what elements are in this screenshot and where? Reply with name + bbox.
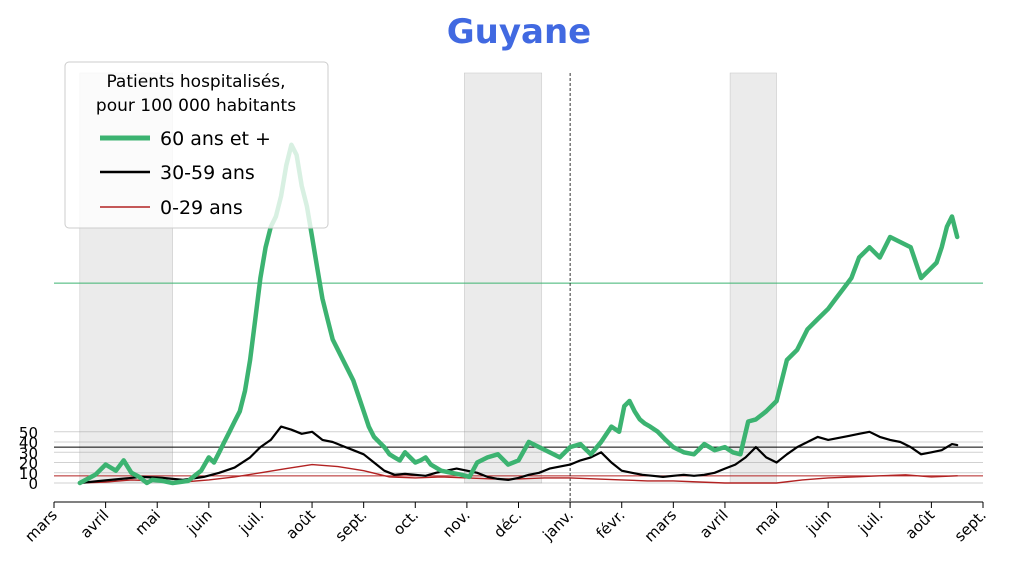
legend-label-60-plus: 60 ans et + [160,128,271,150]
x-tick-label-16: juil. [854,506,886,538]
x-tick-label-18: sept. [951,506,990,545]
x-tick-label-1: avril [77,506,113,542]
y-tick-label-4: 40 [19,434,38,452]
legend-title-line-1: Patients hospitalisés, [106,72,285,92]
series-line-1 [78,425,959,485]
x-tick-label-12: mars [641,506,681,546]
y-tick-label-1: 10 [19,465,38,483]
legend-box [64,61,329,229]
x-tick-label-10: janv. [539,506,577,544]
series-line-0 [77,142,960,486]
x-tick-label-9: déc. [490,506,525,541]
x-tick-label-2: mai [132,506,165,539]
legend-label-30-59: 30-59 ans [160,162,255,184]
chart-title: Guyane [447,12,591,52]
x-tick-label-6: sept. [331,506,370,545]
y-tick-label-5: 50 [19,424,38,442]
x-tick-label-13: avril [696,506,732,542]
legend: Patients hospitalisés, pour 100 000 habi… [64,61,329,229]
legend-label-0-29: 0-29 ans [160,197,243,219]
x-tick-label-3: juin [183,506,216,539]
x-tick-label-7: oct. [390,506,423,539]
x-tick-label-5: août [282,506,319,543]
y-tick-label-2: 20 [19,455,38,473]
shaded-period-1 [464,72,543,484]
y-tick-label-0: 0 [28,475,38,493]
x-ticks: mars avril mai juin juil. août sept. oct. nov. dé… [21,502,990,546]
x-tick-label-17: août [902,506,939,543]
series-lines [77,142,960,486]
x-tick-label-8: nov. [439,506,474,541]
x-tick-label-4: juil. [235,506,267,538]
x-tick-label-14: mai [751,506,784,539]
legend-title-line-2: pour 100 000 habitants [96,96,296,116]
shaded-period-2 [729,72,777,484]
x-tick-label-11: févr. [593,506,629,542]
y-tick-label-3: 30 [19,444,38,462]
x-tick-label-0: mars [21,506,61,546]
x-tick-label-15: juin [802,506,835,539]
